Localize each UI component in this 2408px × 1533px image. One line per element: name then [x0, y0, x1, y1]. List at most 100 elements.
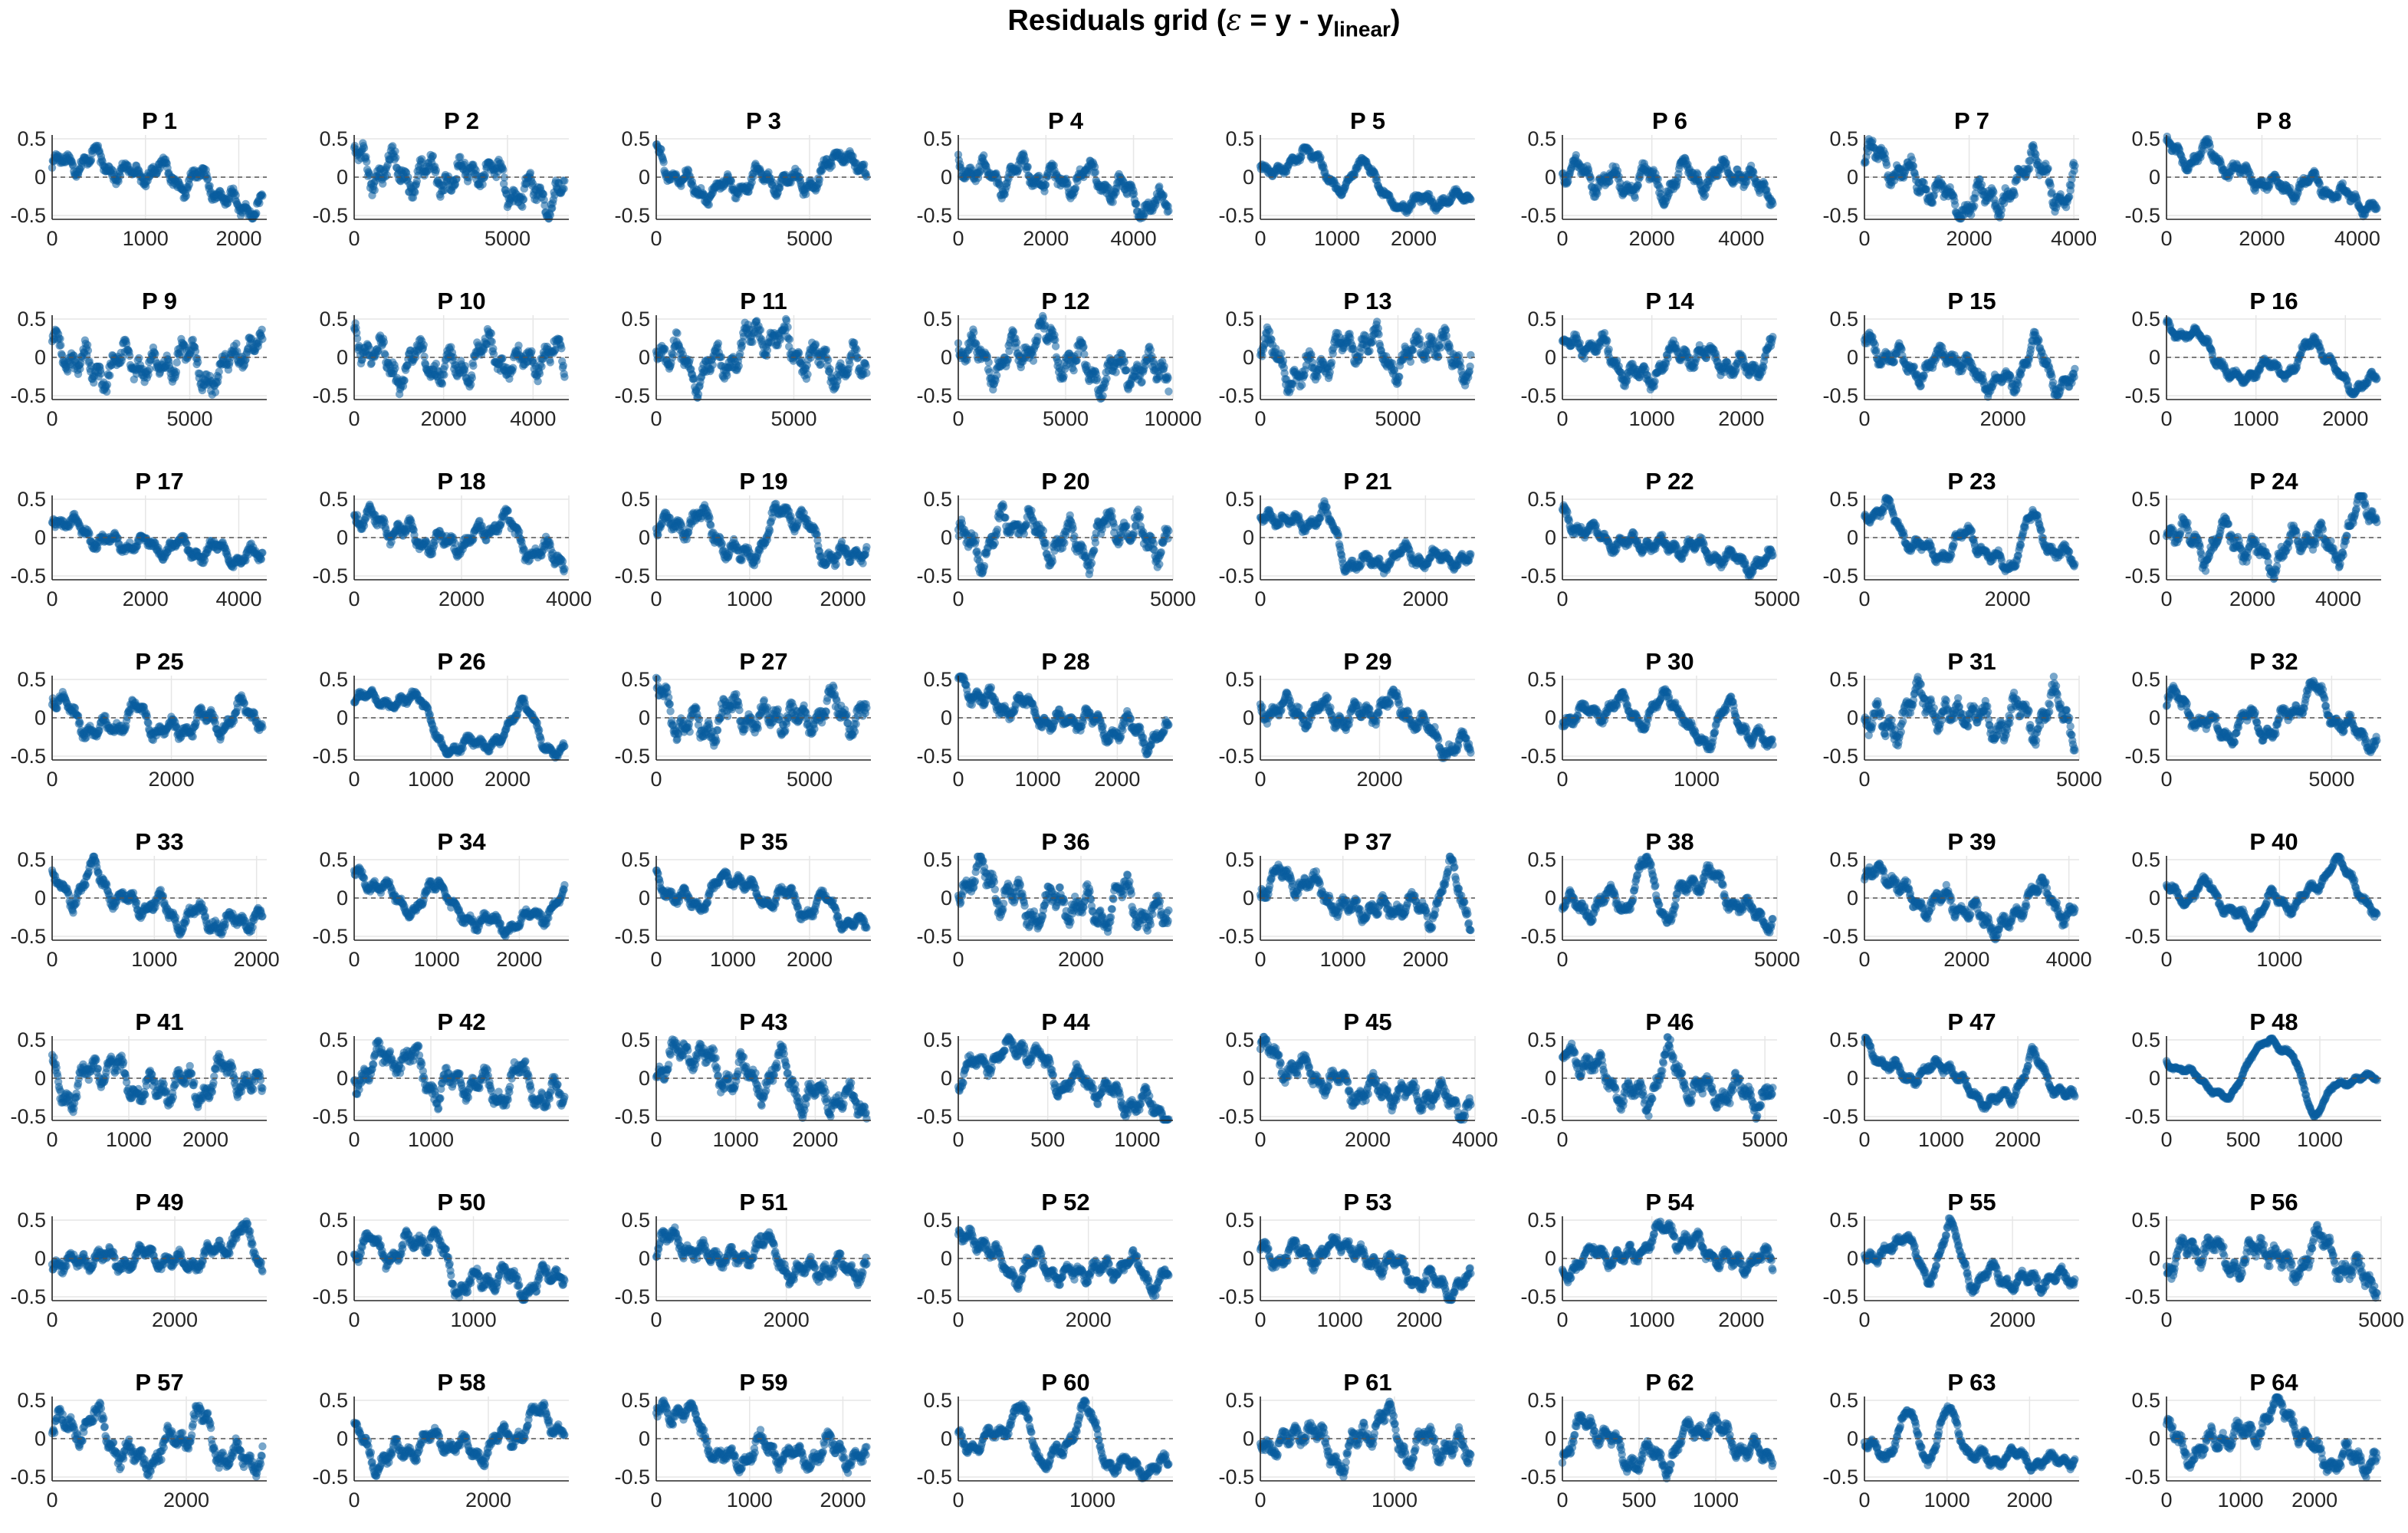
data-point	[1024, 163, 1032, 170]
y-tick-label: 0	[639, 346, 650, 369]
data-point	[695, 390, 702, 398]
x-tick-label: 2000	[1391, 227, 1437, 250]
data-point	[1040, 314, 1047, 322]
data-point	[862, 362, 869, 370]
panel-title: P 13	[1343, 288, 1391, 314]
panel-title: P 10	[437, 288, 485, 314]
data-point	[1328, 359, 1335, 367]
data-point	[1664, 354, 1671, 362]
data-point	[823, 346, 830, 354]
data-point	[1581, 354, 1588, 362]
data-point	[97, 370, 105, 377]
y-tick-label: 0.5	[1225, 127, 1254, 150]
data-point	[64, 367, 71, 375]
data-point	[1112, 368, 1119, 376]
y-tick-label: 0.5	[319, 127, 348, 150]
data-point	[795, 349, 803, 357]
y-tick-label: 0.5	[2131, 127, 2160, 150]
x-tick-label: 2000	[1718, 407, 1764, 430]
data-point	[103, 380, 111, 388]
x-tick-label: 5000	[1375, 407, 1421, 430]
data-point	[1079, 343, 1087, 350]
data-point	[1375, 331, 1382, 338]
x-tick-label: 1000	[1629, 407, 1675, 430]
panel-10: 0.50-0.50 2000 4000P 10	[312, 288, 569, 430]
y-tick-label: -0.5	[1218, 384, 1254, 407]
data-point	[467, 380, 475, 388]
data-point	[452, 175, 460, 183]
data-point	[828, 162, 836, 169]
data-point	[432, 360, 440, 367]
y-tick-label: -0.5	[10, 204, 46, 227]
data-point	[1651, 377, 1658, 385]
data-point	[705, 201, 713, 209]
data-point	[537, 363, 545, 370]
panel-15: 0.50-0.50 2000P 15	[1822, 288, 2079, 430]
y-tick-label: 0	[1847, 166, 1858, 189]
data-point	[1092, 169, 1099, 176]
data-point	[488, 330, 495, 337]
data-point	[757, 326, 764, 334]
data-point	[172, 368, 180, 376]
data-point	[709, 361, 717, 369]
x-tick-label: 5000	[770, 407, 816, 430]
data-point	[1368, 337, 1376, 345]
data-point	[440, 371, 448, 379]
panel-9: 0.50-0.50 5000P 9	[10, 288, 267, 430]
data-point	[106, 371, 113, 379]
y-tick-label: -0.5	[614, 384, 650, 407]
data-point	[1951, 201, 1959, 209]
y-tick-label: 0	[1243, 346, 1254, 369]
panel-title: P 8	[2256, 107, 2291, 134]
data-point	[1021, 156, 1029, 163]
data-point	[1072, 184, 1079, 192]
x-tick-label: 4000	[2334, 227, 2380, 250]
data-point	[1423, 354, 1431, 362]
y-tick-label: 0.5	[621, 127, 650, 150]
data-point	[1165, 387, 1172, 395]
data-point	[1769, 200, 1776, 208]
x-tick-label: 4000	[1718, 227, 1764, 250]
data-point	[1033, 333, 1041, 340]
data-point	[363, 158, 370, 166]
data-point	[557, 344, 565, 352]
data-point	[985, 358, 993, 366]
data-point	[1437, 344, 1444, 351]
panel-title: P 9	[142, 288, 177, 314]
x-tick-label: 5000	[787, 227, 833, 250]
y-tick-label: 0.5	[621, 308, 650, 331]
data-point	[1466, 363, 1473, 370]
data-point	[391, 364, 399, 372]
data-point	[258, 335, 266, 343]
data-point	[499, 166, 507, 173]
y-tick-label: 0	[337, 346, 348, 369]
data-point	[862, 369, 870, 377]
data-point	[1970, 202, 1978, 210]
data-point	[2071, 162, 2078, 169]
data-point	[1365, 347, 1373, 355]
x-tick-label: 0	[2160, 227, 2172, 250]
data-point	[371, 186, 379, 194]
data-point	[673, 329, 681, 337]
data-point	[1164, 374, 1171, 382]
data-point	[748, 338, 756, 346]
y-tick-label: -0.5	[312, 384, 348, 407]
y-tick-label: -0.5	[1520, 384, 1556, 407]
data-point	[1013, 339, 1020, 347]
data-point	[2025, 165, 2033, 173]
data-point	[126, 352, 133, 360]
data-point	[784, 323, 791, 331]
data-point	[777, 336, 784, 344]
data-point	[380, 338, 388, 346]
data-point	[660, 158, 668, 166]
y-tick-label: 0.5	[17, 308, 46, 331]
x-tick-label: 0	[1858, 227, 1870, 250]
data-point	[215, 368, 223, 376]
data-point	[536, 370, 544, 377]
x-tick-label: 0	[952, 407, 964, 430]
x-tick-label: 0	[348, 227, 360, 250]
y-tick-label: 0.5	[1527, 127, 1556, 150]
x-tick-label: 0	[1254, 407, 1266, 430]
